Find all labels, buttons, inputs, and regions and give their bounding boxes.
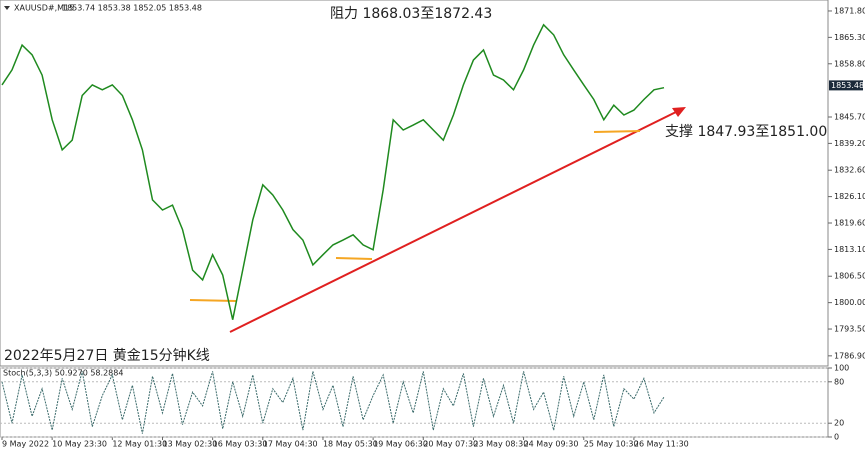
menu-icon xyxy=(4,6,10,10)
y-tick-label: 1858.80 xyxy=(834,59,865,68)
y-tick-label: 20 xyxy=(834,419,844,428)
trend-line xyxy=(229,110,679,333)
x-tick-label: 9 May 2022 xyxy=(2,440,49,449)
x-tick-label: 19 May 06:30 xyxy=(373,440,428,449)
x-tick-label: 26 May 11:30 xyxy=(634,440,689,449)
y-tick-label: 1786.90 xyxy=(834,351,865,360)
y-tick-label: 1865.30 xyxy=(834,33,865,42)
y-tick-label: 1871.80 xyxy=(834,6,865,15)
y-tick-label: 1826.10 xyxy=(834,192,865,201)
annotation: 支撑 1847.93至1851.00 xyxy=(665,124,827,140)
trend-arrow xyxy=(672,107,686,117)
price-line xyxy=(1,23,665,320)
x-tick-label: 18 May 05:30 xyxy=(323,440,378,449)
stoch-frame xyxy=(0,367,829,438)
x-tick-label: 24 May 09:30 xyxy=(524,440,579,449)
annotation: 阻力 1868.03至1872.43 xyxy=(330,6,492,22)
y-tick-label: 1845.70 xyxy=(834,112,865,121)
x-tick-label: 13 May 02:30 xyxy=(162,440,217,449)
support-mark xyxy=(335,257,373,260)
support-mark xyxy=(593,130,641,133)
y-tick-label: 1819.60 xyxy=(834,219,865,228)
x-tick-label: 17 May 04:30 xyxy=(263,440,318,449)
y-tick-label: 1793.50 xyxy=(834,325,865,334)
y-tick-label: 80 xyxy=(834,377,844,386)
annotation: 2022年5月27日 黄金15分钟K线 xyxy=(4,347,210,364)
x-tick-label: 23 May 08:30 xyxy=(473,440,528,449)
x-tick-label: 16 May 03:30 xyxy=(213,440,268,449)
chart-title: XAUUSD#,M15 xyxy=(14,4,74,13)
main-frame xyxy=(0,0,829,367)
last-price-label: 1853.48 xyxy=(831,81,864,90)
x-tick-label: 25 May 10:30 xyxy=(584,440,639,449)
ohlc-text: 1853.74 1853.38 1852.05 1853.48 xyxy=(62,4,202,13)
y-tick-label: 1800.00 xyxy=(834,298,865,307)
y-tick-label: 1813.10 xyxy=(834,245,865,254)
price-line xyxy=(1,371,665,434)
y-tick-label: 1832.60 xyxy=(834,166,865,175)
last-price-box xyxy=(829,80,863,91)
x-tick-label: 10 May 23:30 xyxy=(52,440,107,449)
y-tick-label: 1839.20 xyxy=(834,139,865,148)
x-tick-label: 20 May 07:30 xyxy=(423,440,478,449)
y-tick-label: 100 xyxy=(834,364,849,373)
x-tick-label: 12 May 01:30 xyxy=(112,440,167,449)
y-tick-label: 0 xyxy=(834,433,839,442)
y-tick-label: 1806.50 xyxy=(834,272,865,281)
stoch-title: Stoch(5,3,3) 50.9270 58.2884 xyxy=(3,369,123,378)
